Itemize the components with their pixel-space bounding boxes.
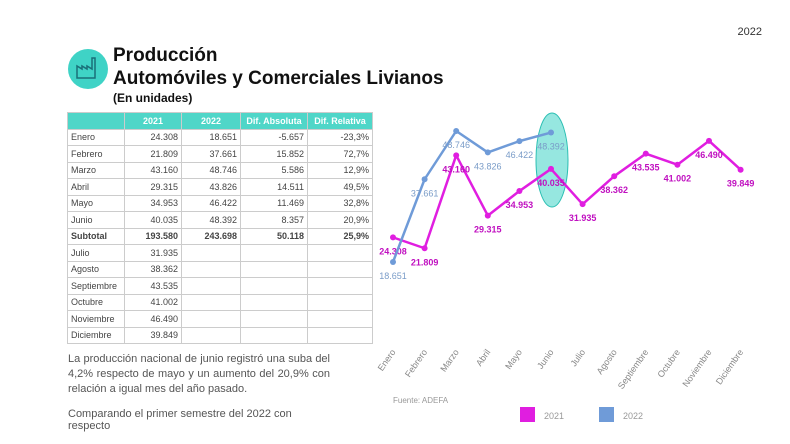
x-tick-label: Noviembre <box>680 347 713 388</box>
x-tick-label: Febrero <box>403 347 429 379</box>
data-point <box>484 149 491 156</box>
series-line <box>392 139 742 250</box>
data-point <box>453 128 460 134</box>
data-label: 43.160 <box>442 164 470 174</box>
table-row: 2021 2022 Dif. Absoluta Dif. Relativa <box>67 112 373 130</box>
data-label: 34.953 <box>506 200 534 210</box>
table-row: Marzo 43.160 48.746 5.586 12,9% <box>67 161 373 179</box>
data-point <box>611 173 618 180</box>
data-label: 31.935 <box>569 213 597 223</box>
x-tick-label: Agosto <box>595 347 619 376</box>
legend-label: 2022 <box>623 411 643 421</box>
table-cell <box>67 112 125 130</box>
unit: (En unidades) <box>113 91 193 105</box>
table: 2021 2022 Dif. Absoluta Dif. Relativa Enero 2… <box>67 112 373 344</box>
data-point <box>390 259 396 265</box>
data-point <box>421 176 428 183</box>
paragraph: La producción nacional de junio registró… <box>68 353 330 395</box>
table-row: Diciembre 39.849 <box>67 326 373 344</box>
legend-label: 2021 <box>544 411 564 421</box>
data-point <box>642 150 649 157</box>
x-tick-label: Abril <box>474 347 493 367</box>
table-row: Febrero 21.809 37.661 15.852 72,7% <box>67 145 373 163</box>
data-point <box>453 152 460 159</box>
highlight <box>535 112 569 208</box>
data-label: 24.308 <box>379 246 407 256</box>
data-label: 41.002 <box>664 174 692 184</box>
year: 2022 <box>737 26 762 38</box>
x-tick-label: Junio <box>535 347 556 370</box>
table-row: Mayo 34.953 46.422 11.469 32,8% <box>67 194 373 212</box>
data-label: 43.826 <box>474 161 502 171</box>
data-point <box>516 138 523 145</box>
data-point <box>706 137 712 144</box>
table-row: Julio 31.935 <box>67 244 373 262</box>
data-label: 46.490 <box>695 150 723 160</box>
paragraph: Comparando el primer semestre del 2022 c… <box>68 408 292 432</box>
icon <box>68 49 108 89</box>
x-tick-label: Octubre <box>655 347 682 379</box>
x-tick-label: Diciembre <box>714 347 745 386</box>
table-cell: Dif. Relativa <box>307 112 373 130</box>
data-label: 48.392 <box>537 142 565 152</box>
data-point <box>548 165 554 172</box>
x-tick-label: Julio <box>568 347 587 368</box>
title: Producción <box>113 45 218 66</box>
data-point <box>674 161 681 168</box>
x-tick-label: Enero <box>376 347 398 372</box>
table-row: Agosto 38.362 <box>67 260 373 278</box>
data-point <box>737 166 744 173</box>
data-label: 43.535 <box>632 163 660 173</box>
table-row: Subtotal 193.580 243.698 50.118 25,9% <box>67 227 373 245</box>
data-point <box>516 188 523 195</box>
x-tick-label: Mayo <box>503 347 524 371</box>
data-label: 38.362 <box>600 185 628 195</box>
data-label: 37.661 <box>411 188 439 198</box>
table-cell <box>307 326 373 344</box>
x-tick-label: Marzo <box>438 347 461 373</box>
legend-swatch <box>599 407 614 422</box>
x-tick-label: Septiembre <box>616 347 651 390</box>
table-cell: Dif. Absoluta <box>240 112 308 130</box>
source: Fuente: ADEFA <box>393 396 449 405</box>
data-label: 18.651 <box>379 271 407 281</box>
data-point <box>484 212 491 219</box>
series-line <box>391 129 552 263</box>
table-row: Septiembre 43.535 <box>67 277 373 295</box>
data-point <box>579 201 586 208</box>
subtitle: Automóviles y Comerciales Livianos <box>113 68 444 89</box>
data-label: 40.035 <box>537 178 565 188</box>
data-label: 46.422 <box>506 150 534 160</box>
data-label: 21.809 <box>411 257 439 267</box>
table-row: Noviembre 46.490 <box>67 310 373 328</box>
legend-swatch <box>520 407 535 422</box>
data-label: 48.746 <box>442 140 470 150</box>
data-label: 39.849 <box>727 179 755 189</box>
data-point <box>548 129 554 136</box>
data-point <box>390 234 396 241</box>
data-point <box>421 245 428 252</box>
data-label: 29.315 <box>474 225 502 235</box>
